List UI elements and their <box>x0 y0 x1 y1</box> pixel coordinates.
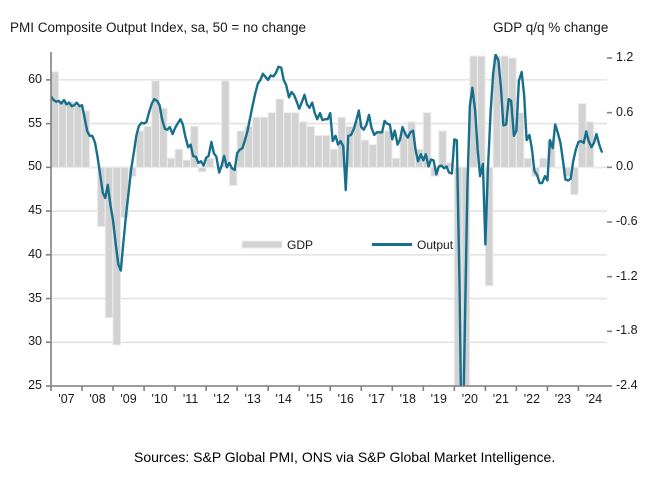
x-axis-tick: '24 <box>585 392 603 406</box>
y-axis-right-tick: 0.6 <box>616 104 634 119</box>
x-axis-tick: '11 <box>182 392 199 406</box>
y-axis-right-tick: -1.2 <box>616 268 638 283</box>
x-axis-tick: '12 <box>213 392 230 406</box>
output-line <box>51 54 603 386</box>
y-axis-left-tick: 30 <box>28 334 42 349</box>
y-axis-left-tick: 50 <box>28 159 42 174</box>
source-note: Sources: S&P Global PMI, ONS via S&P Glo… <box>134 449 556 465</box>
y-axis-right-tick: -0.6 <box>616 214 638 228</box>
x-axis-tick: '15 <box>306 392 323 406</box>
legend-label-gdp: GDP <box>287 238 314 252</box>
x-axis-tick: '22 <box>523 392 541 406</box>
y-axis-right-tick: -1.8 <box>616 323 638 338</box>
gdp-bars <box>50 55 602 387</box>
x-axis-tick: '16 <box>337 392 354 406</box>
x-axis-tick: '18 <box>399 392 416 406</box>
x-axis-tick: '07 <box>58 392 75 406</box>
x-axis-tick: '19 <box>430 392 447 406</box>
y-axis-left-tick: 45 <box>28 203 42 218</box>
y-axis-right-tick: 0.0 <box>616 159 634 174</box>
chart-title-left: PMI Composite Output Index, sa, 50 = no … <box>10 20 307 35</box>
y-axis-left-tick: 40 <box>28 246 42 261</box>
x-axis-tick: '23 <box>554 392 572 406</box>
x-axis-tick: '21 <box>492 392 510 406</box>
x-axis-tick: '20 <box>461 392 478 406</box>
y-axis-right-tick: -2.4 <box>616 378 638 392</box>
x-axis-tick: '08 <box>89 392 106 406</box>
x-axis-tick: '09 <box>120 392 137 406</box>
y-axis-left-tick: 25 <box>28 378 42 392</box>
x-axis-tick: '10 <box>151 392 168 406</box>
y-axis-left-tick: 60 <box>28 71 42 86</box>
x-axis-tick: '13 <box>244 392 261 406</box>
x-axis-tick: '17 <box>368 392 385 406</box>
legend-label-output: Output <box>417 238 454 252</box>
chart-title-right: GDP q/q % change <box>493 20 609 35</box>
axes <box>46 52 612 391</box>
y-axis-left-tick: 35 <box>28 290 42 305</box>
y-axis-left-tick: 55 <box>28 115 42 130</box>
x-axis-tick: '14 <box>275 392 292 406</box>
y-axis-right-tick: 1.2 <box>616 50 634 64</box>
